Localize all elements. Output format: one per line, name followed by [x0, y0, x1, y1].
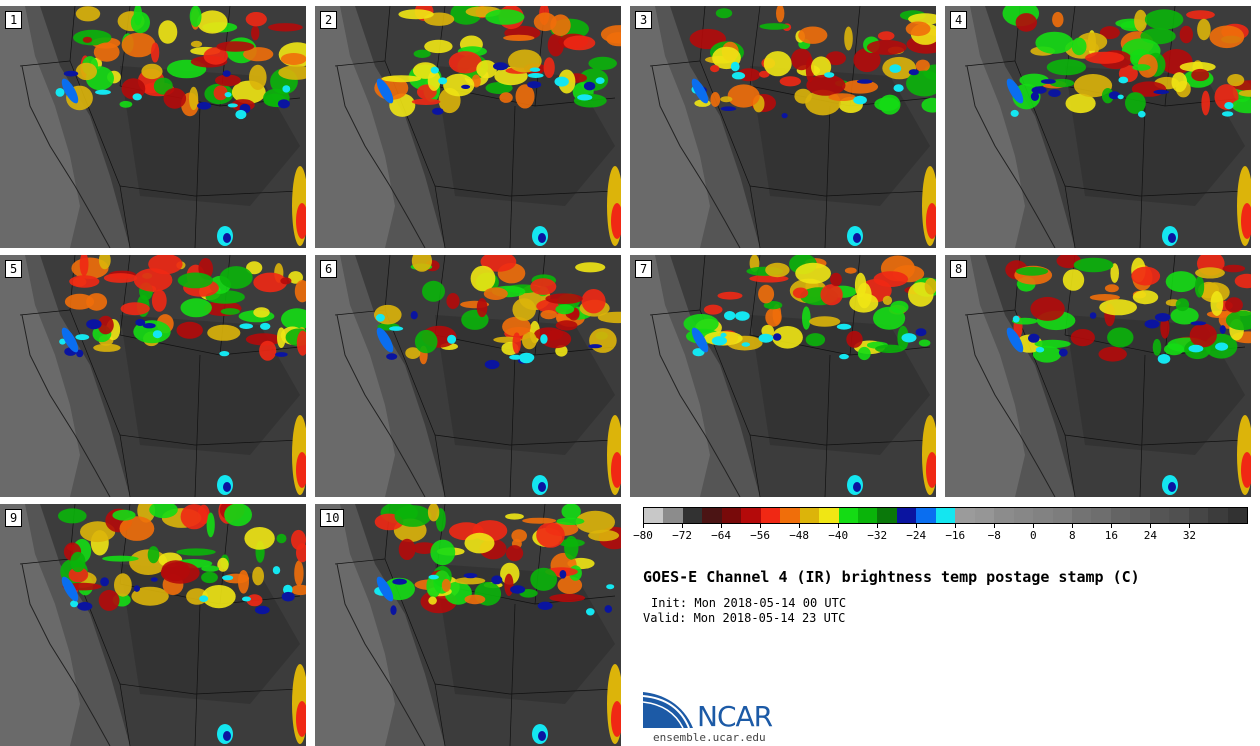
colorbar-tick-label: −40 — [828, 529, 849, 542]
panel-number-label: 9 — [5, 509, 23, 527]
colorbar-swatch — [1188, 508, 1209, 523]
colorbar-swatch — [1091, 508, 1111, 523]
colorbar-swatch — [1110, 508, 1131, 523]
colorbar-tick — [994, 524, 996, 528]
colorbar-tick — [682, 524, 684, 528]
colorbar-tick-label: −24 — [906, 529, 927, 542]
colorbar-swatch — [780, 508, 800, 523]
map-panel: 2 — [315, 6, 621, 248]
colorbar-tick-label: 16 — [1104, 529, 1118, 542]
ncar-logo-icon — [643, 692, 693, 729]
map-panel: 5 — [0, 255, 306, 497]
colorbar-tick — [643, 524, 644, 528]
map-panel: 4 — [945, 6, 1251, 248]
colorbar-tick-label: 32 — [1182, 529, 1197, 542]
panel-number-label: 4 — [950, 11, 968, 29]
colorbar-swatch — [702, 508, 722, 523]
colorbar — [643, 507, 1248, 524]
colorbar-tick-label: −8 — [987, 529, 1001, 542]
colorbar-swatch — [974, 508, 995, 523]
colorbar-ticks: −80 −72 −64 −56 −48 −40 −32 −24 −16 −8 0 8 16 24 32 — [633, 524, 1248, 544]
colorbar-swatch — [1052, 508, 1072, 523]
map-panel: 6 — [315, 255, 621, 497]
panel-number-label: 3 — [635, 11, 653, 29]
colorbar-tick — [877, 524, 879, 528]
colorbar-tick — [1150, 524, 1152, 528]
colorbar-tick-label: −80 — [633, 529, 653, 542]
panel-number-label: 1 — [5, 11, 23, 29]
colorbar-swatch — [896, 508, 917, 523]
colorbar-tick-label: 0 — [1030, 529, 1037, 542]
colorbar-swatch — [1013, 508, 1034, 523]
colorbar-swatch — [644, 508, 664, 523]
map-panel: 8 — [945, 255, 1251, 497]
init-time: Init: Mon 2018-05-14 00 UTC — [651, 596, 847, 610]
colorbar-tick — [760, 524, 762, 528]
panel-number-label: 7 — [635, 260, 653, 278]
colorbar-tick-label: −48 — [789, 529, 810, 542]
panel-number-label: 5 — [5, 260, 23, 278]
colorbar-tick — [838, 524, 840, 528]
colorbar-swatch — [1149, 508, 1170, 523]
colorbar-swatch — [1033, 508, 1053, 523]
colorbar-swatch — [819, 508, 839, 523]
map-panel: 1 — [0, 6, 306, 248]
colorbar-tick — [1111, 524, 1113, 528]
colorbar-swatch — [1130, 508, 1150, 523]
colorbar-swatch — [741, 508, 761, 523]
ncar-logo-text: NCAR — [697, 700, 773, 733]
colorbar-swatch — [916, 508, 936, 523]
map-panel: 10 — [315, 504, 621, 746]
panel-number-label: 2 — [320, 11, 338, 29]
colorbar-tick — [955, 524, 957, 528]
colorbar-tick — [916, 524, 918, 528]
colorbar-tick-label: −72 — [672, 529, 692, 542]
colorbar-tick — [1033, 524, 1035, 528]
colorbar-swatch — [721, 508, 742, 523]
panel-number-label: 10 — [320, 509, 345, 527]
colorbar-swatch — [682, 508, 703, 523]
colorbar-swatch — [1208, 508, 1228, 523]
map-panel: 7 — [630, 255, 936, 497]
panel-number-label: 6 — [320, 260, 338, 278]
colorbar-tick — [721, 524, 723, 528]
colorbar-tick — [1072, 524, 1074, 528]
map-panel: 3 — [630, 6, 936, 248]
colorbar-swatch — [935, 508, 956, 523]
colorbar-tick-label: −64 — [711, 529, 731, 542]
colorbar-tick-label: 24 — [1143, 529, 1158, 542]
colorbar-tick — [1189, 524, 1191, 528]
colorbar-swatch — [857, 508, 878, 523]
site-url: ensemble.ucar.edu — [653, 731, 766, 744]
colorbar-tick-label: −32 — [867, 529, 888, 542]
colorbar-swatch — [955, 508, 975, 523]
colorbar-swatch — [994, 508, 1014, 523]
colorbar-swatch — [663, 508, 683, 523]
map-panel: 9 — [0, 504, 306, 746]
colorbar-tick-label: −16 — [945, 529, 966, 542]
colorbar-swatch — [1071, 508, 1092, 523]
colorbar-swatch — [1169, 508, 1189, 523]
panel-number-label: 8 — [950, 260, 968, 278]
colorbar-tick-label: 8 — [1069, 529, 1076, 542]
colorbar-tick-label: −56 — [750, 529, 771, 542]
valid-time: Valid: Mon 2018-05-14 23 UTC — [643, 611, 846, 625]
colorbar-swatch — [1227, 508, 1248, 523]
colorbar-tick — [799, 524, 801, 528]
colorbar-swatch — [877, 508, 897, 523]
colorbar-swatch — [799, 508, 820, 523]
colorbar-swatch — [760, 508, 781, 523]
colorbar-swatch — [838, 508, 858, 523]
plot-title: GOES-E Channel 4 (IR) brightness temp po… — [643, 568, 1140, 586]
